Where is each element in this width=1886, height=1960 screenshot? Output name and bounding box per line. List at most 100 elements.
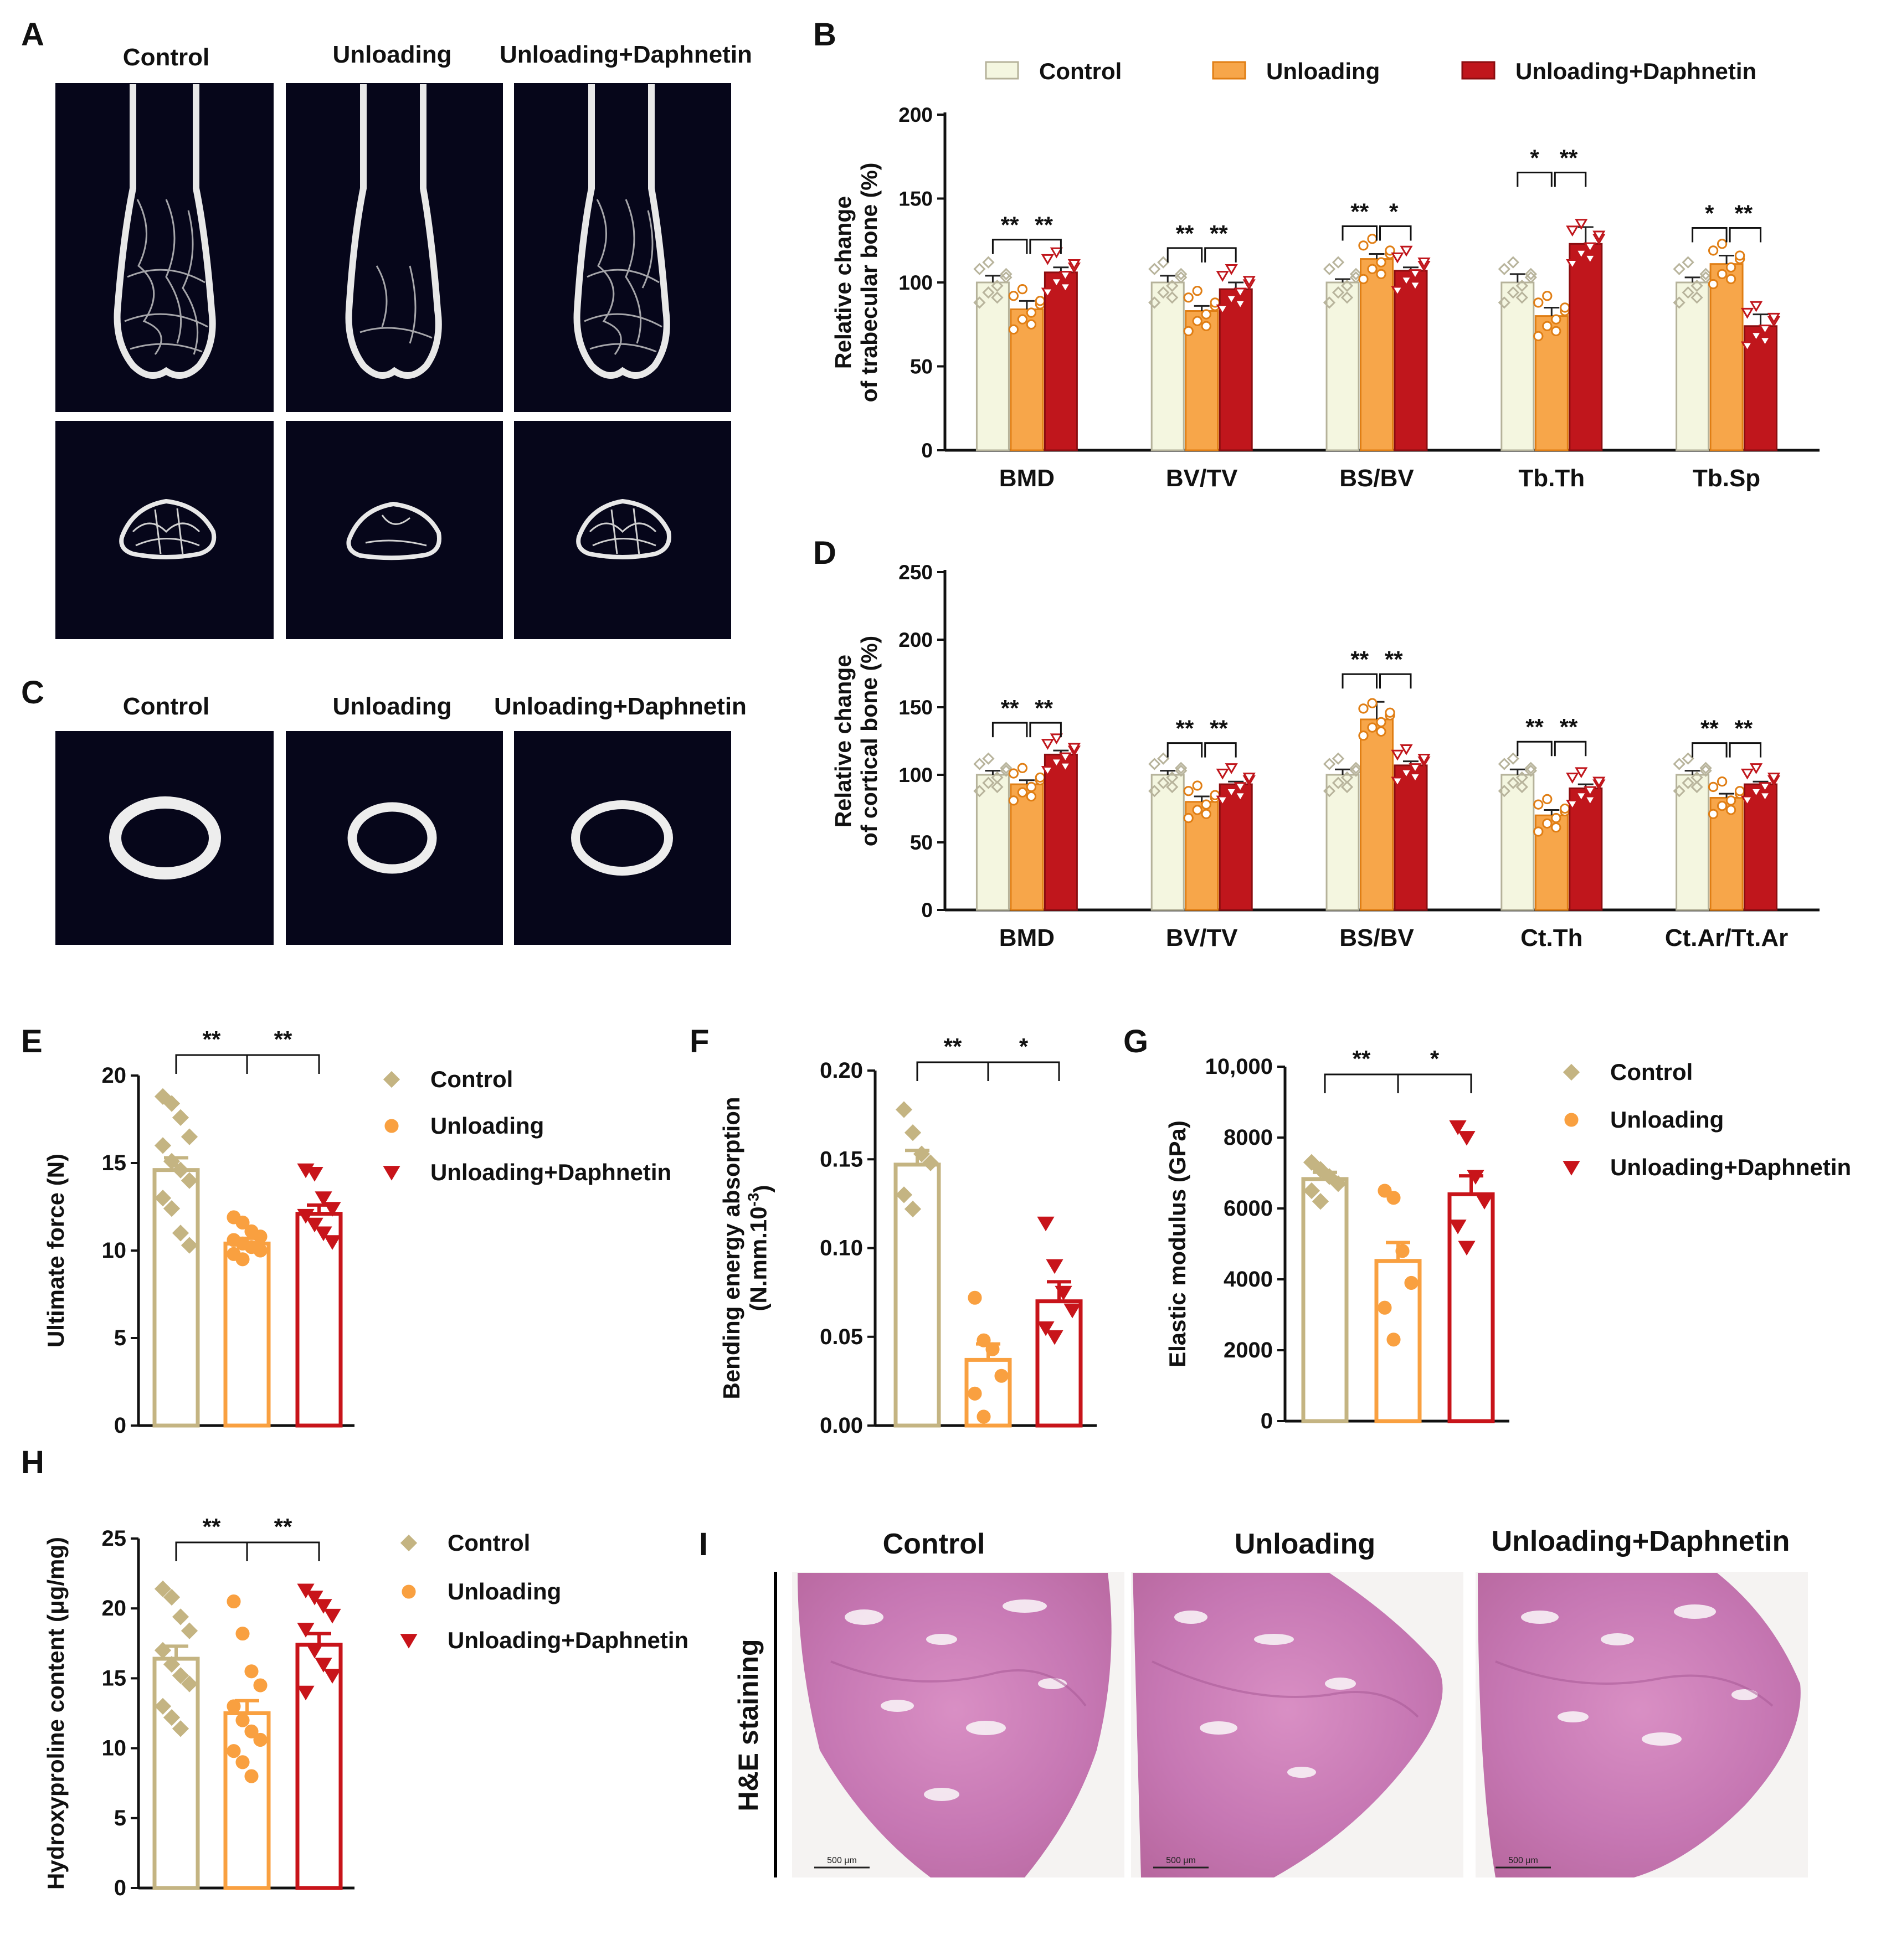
data-point [315,1226,332,1242]
data-point [1166,780,1179,794]
y-tick-label: 50 [910,831,933,854]
data-point [1542,818,1553,829]
scale-bar-unloading: 500 μm [1166,1856,1196,1865]
data-point [1332,776,1345,789]
data-point [1542,321,1553,331]
data-point [306,1167,323,1182]
category-label-tb-sp: Tb.Sp [1693,465,1760,492]
data-point [163,1153,181,1170]
legend-label-unloading-daphnetin: Unloading+Daphnetin [1515,58,1756,84]
data-point [315,1599,332,1614]
significance-label: * [1019,1033,1029,1059]
data-point [1046,1259,1063,1274]
data-point [1201,309,1211,320]
data-point [172,1225,189,1242]
data-point [1201,809,1211,819]
data-point [1476,1195,1493,1210]
cortical-image-daphnetin [514,731,731,945]
data-point [1524,762,1537,774]
data-point [172,1161,189,1179]
data-point [1524,271,1537,284]
significance-label: ** [1353,1046,1371,1072]
data-point [315,1191,332,1206]
bar-unloading-daphnetin-bs-bv [1394,270,1428,451]
significance-label: ** [1525,714,1544,740]
data-point [1682,776,1694,789]
data-point [985,1342,1000,1356]
data-point [1551,812,1561,824]
data-point [1717,800,1728,811]
legend-label-unloading-daphnetin: Unloading+Daphnetin [1610,1154,1851,1180]
data-point [1740,341,1754,353]
y-tick-label: 0.00 [820,1413,863,1438]
data-point [1515,279,1528,292]
significance-label: ** [1176,716,1194,742]
data-point [1699,267,1712,280]
data-point [1717,239,1728,249]
data-point [1391,776,1404,788]
data-point [1575,791,1588,803]
panel-label-g: G [1123,1023,1148,1059]
data-point [1725,795,1736,806]
significance-bracket [1517,740,1553,757]
data-point [1008,768,1019,779]
data-point [1008,291,1019,301]
significance-label: ** [274,1026,292,1052]
significance-bracket [1029,722,1062,738]
data-point [895,1101,913,1118]
data-point [1699,271,1712,284]
y-axis-title: Relative changeof trabecular bone (%) [830,163,882,403]
data-point [1367,722,1378,733]
y-tick-label: 5 [114,1326,126,1350]
data-point [1376,257,1386,267]
data-point [1758,791,1772,803]
data-point [1566,225,1579,237]
y-axis-title-line: of trabecular bone (%) [856,163,882,403]
data-point [163,1588,181,1606]
data-point [1000,762,1013,774]
legend-label-control: Control [1039,58,1122,84]
data-point [1551,314,1561,325]
data-point [1008,324,1019,335]
data-point [1690,291,1703,304]
data-point [1749,788,1763,799]
significance-bracket [1729,742,1762,758]
data-point [181,1675,198,1693]
data-point [1767,312,1781,324]
data-point [181,1172,198,1189]
data-point [1717,776,1728,787]
data-point [1385,707,1395,718]
he-tissue-daphnetin [1478,1573,1801,1877]
data-point [1035,772,1046,783]
data-point [1515,780,1528,794]
bar-unloading-tb-sp [1709,263,1744,451]
data-point [968,1290,982,1305]
data-point [1050,758,1063,769]
ct-image-daphnetin-long [514,83,731,412]
data-point [1395,1244,1410,1258]
data-point [1323,785,1336,798]
significance-bracket [916,1061,989,1081]
data-point [904,1124,922,1141]
significance-bracket [1554,740,1587,757]
data-point [1673,263,1685,275]
legend-marker-unloading [402,1585,416,1599]
data-point [163,1095,181,1112]
significance-bracket [991,239,1028,254]
he-tissue-unloading [1133,1573,1443,1877]
category-label-ct-ar-tt-ar: Ct.Ar/Tt.Ar [1665,924,1788,951]
data-point [172,1608,189,1625]
data-point [982,776,995,789]
significance-bracket [1342,673,1378,689]
data-point [1183,812,1194,824]
legend-label-unloading: Unloading [1266,58,1380,84]
y-tick-label: 0 [1261,1409,1273,1433]
legend-label-unloading: Unloading [430,1113,544,1139]
bar-control-bmd [975,281,1010,451]
data-point [1566,773,1579,784]
data-point [1166,291,1179,304]
data-point [1055,1285,1072,1301]
panel-a-col-daphnetin: Unloading+Daphnetin [500,41,752,68]
data-point [323,1235,341,1250]
data-point [1340,291,1354,304]
